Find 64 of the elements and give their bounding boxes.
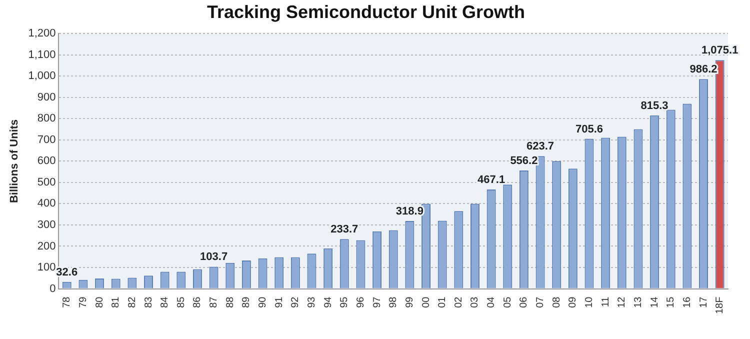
x-tick-label: 01 — [437, 296, 448, 308]
y-tick-label: 300 — [37, 219, 56, 232]
x-tick-label: 81 — [110, 296, 122, 308]
x-tick-label: 08 — [551, 296, 562, 308]
y-tick-label: 900 — [37, 91, 56, 104]
x-tick-label: 14 — [649, 296, 660, 308]
x-tick-label: 11 — [600, 296, 612, 308]
y-tick-label: 0 — [50, 282, 56, 295]
x-tick-label: 99 — [404, 296, 416, 308]
x-tick-label: 12 — [616, 296, 628, 308]
x-tick-label: 05 — [502, 296, 514, 308]
x-tick-label: 84 — [160, 296, 171, 308]
data-label: 233.7 — [330, 224, 358, 236]
x-tick-label: 00 — [420, 296, 432, 308]
x-tick-label: 15 — [666, 296, 677, 308]
x-tick-label: 97 — [372, 296, 383, 308]
data-label: 705.6 — [575, 123, 604, 136]
data-label: 815.3 — [640, 100, 668, 112]
y-tick-label: 800 — [37, 112, 56, 125]
x-tick-label: 78 — [62, 296, 73, 308]
y-tick-label: 1,200 — [28, 28, 56, 40]
chart-title: Tracking Semiconductor Unit Growth — [206, 2, 526, 22]
x-tick-label: 07 — [535, 296, 546, 308]
y-tick-label: 1,000 — [28, 70, 56, 82]
x-tick-label: 90 — [258, 296, 269, 308]
data-label: 103.7 — [200, 251, 228, 264]
y-tick-label: 600 — [37, 155, 56, 168]
x-tick-label: 96 — [355, 296, 366, 308]
x-tick-label: 87 — [208, 296, 220, 308]
x-tick-label: 89 — [241, 296, 252, 308]
x-tick-label: 13 — [632, 296, 644, 308]
x-tick-label: 80 — [94, 296, 106, 308]
x-tick-label: 86 — [192, 296, 204, 308]
x-tick-label: 02 — [453, 296, 464, 308]
y-tick-label: 700 — [37, 134, 56, 146]
data-label: 467.1 — [478, 174, 506, 186]
x-tick-label: 09 — [568, 296, 579, 308]
x-tick-label: 17 — [698, 296, 710, 308]
x-tick-label: 85 — [176, 296, 187, 308]
x-tick-label: 79 — [78, 296, 89, 308]
x-tick-label: 92 — [290, 296, 302, 308]
y-tick-label: 200 — [37, 240, 56, 252]
x-tick-label: 93 — [306, 296, 318, 308]
x-tick-label: 06 — [518, 296, 530, 308]
x-tick-label: 94 — [322, 296, 334, 308]
y-tick-label: 100 — [37, 262, 56, 274]
data-label: 1,075.1 — [701, 44, 738, 57]
x-tick-label: 98 — [388, 296, 400, 308]
data-label: 32.6 — [56, 266, 78, 278]
x-tick-label: 88 — [224, 296, 236, 308]
y-axis-title: Billions of Units — [8, 119, 21, 204]
data-label: 623.7 — [526, 140, 554, 153]
x-tick-label: 10 — [584, 296, 595, 308]
y-tick-label: 400 — [37, 198, 56, 210]
x-tick-label: 83 — [143, 296, 154, 308]
x-tick-label: 91 — [274, 296, 285, 308]
x-tick-label: 16 — [682, 296, 693, 308]
x-tick-label: 03 — [470, 296, 481, 308]
y-tick-label: 500 — [37, 176, 56, 188]
x-tick-label: 04 — [486, 296, 498, 308]
y-tick-label: 1,100 — [28, 48, 56, 61]
x-tick-label: 95 — [339, 296, 350, 308]
x-tick-label: 82 — [126, 296, 138, 308]
x-tick-label: 18F — [714, 296, 726, 314]
